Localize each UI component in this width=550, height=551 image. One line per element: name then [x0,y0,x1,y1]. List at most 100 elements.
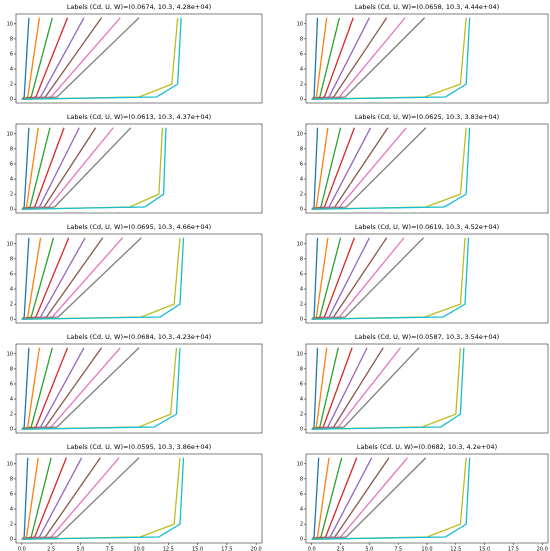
data-line [311,237,470,320]
data-line [311,127,319,210]
y-tick-label: 8 [10,256,13,262]
x-tick-label: 12.5 [450,547,461,551]
y-tick-label: 4 [300,507,303,513]
y-tick-label: 6 [300,491,303,497]
y-tick-label: 8 [10,146,13,152]
chart-title: Labels (Cd, U, W)=(0.0595, 10.3, 3.86e+0… [67,443,211,451]
y-tick-label: 8 [300,146,303,152]
y-tick-label: 2 [10,412,13,418]
y-tick-label: 8 [10,36,13,42]
y-tick-label: 10 [7,21,13,27]
data-line [21,237,124,320]
x-tick-label: 15.0 [192,547,203,551]
y-tick-label: 6 [300,381,303,387]
chart-title: Labels (Cd, U, W)=(0.0619, 10.3, 4.52e+0… [355,223,499,231]
y-tick-label: 8 [300,476,303,482]
data-line [311,457,320,540]
y-tick-label: 6 [10,491,13,497]
y-tick-label: 0 [10,537,13,543]
y-tick-label: 2 [10,302,13,308]
y-tick-label: 4 [300,67,303,73]
axes-frame [15,233,263,324]
axes-frame [15,123,263,214]
y-tick-label: 8 [300,36,303,42]
y-tick-label: 10 [297,241,303,247]
y-tick-label: 8 [10,476,13,482]
y-tick-label: 0 [10,317,13,323]
data-line [21,347,121,430]
data-line [21,17,121,100]
x-tick-label: 17.5 [221,547,232,551]
y-tick-label: 4 [10,397,13,403]
data-line [311,457,471,540]
x-tick-label: 7.5 [394,547,402,551]
chart-title: Labels (Cd, U, W)=(0.0587, 10.3, 3.54e+0… [355,333,499,341]
axes-frame [305,123,549,214]
y-tick-label: 10 [297,21,303,27]
axes-frame [15,13,263,104]
y-tick-label: 6 [300,51,303,57]
chart-title: Labels (Cd, U, W)=(0.0613, 10.3, 4.37e+0… [67,113,211,121]
chart-title: Labels (Cd, U, W)=(0.0658, 10.3, 4.44e+0… [355,3,499,11]
y-tick-label: 6 [10,271,13,277]
y-tick-label: 2 [300,192,303,198]
y-tick-label: 2 [10,192,13,198]
y-tick-label: 0 [300,97,303,103]
y-tick-label: 0 [10,427,13,433]
y-tick-label: 10 [7,461,13,467]
x-tick-label: 7.5 [106,547,114,551]
data-line [21,457,29,540]
y-tick-label: 0 [10,207,13,213]
y-tick-label: 2 [10,82,13,88]
axes-frame [305,13,549,104]
axes-frame [15,453,263,544]
x-tick-label: 10.0 [421,547,432,551]
x-tick-label: 20.0 [537,547,548,551]
chart-title: Labels (Cd, U, W)=(0.0682, 10.3, 4.2e+04… [357,443,497,451]
data-line [21,347,30,430]
y-tick-label: 2 [300,412,303,418]
data-line [21,347,178,430]
axes-frame [15,343,263,434]
y-tick-label: 6 [10,161,13,167]
y-tick-label: 10 [297,461,303,467]
y-tick-label: 10 [297,351,303,357]
y-tick-label: 2 [300,522,303,528]
data-line [311,237,319,320]
axes-frame [305,453,549,544]
chart-title: Labels (Cd, U, W)=(0.0695, 10.3, 4.66e+0… [67,223,211,231]
x-tick-label: 5.0 [76,547,84,551]
x-tick-label: 17.5 [508,547,519,551]
y-tick-label: 6 [10,51,13,57]
data-line [311,17,471,100]
y-tick-label: 2 [10,522,13,528]
y-tick-label: 8 [10,366,13,372]
x-tick-label: 20.0 [251,547,262,551]
y-tick-label: 6 [10,381,13,387]
y-tick-label: 6 [300,161,303,167]
data-line [21,237,185,320]
data-line [21,457,185,540]
data-line [311,347,420,430]
y-tick-label: 4 [10,67,13,73]
axes-frame [305,233,549,324]
data-line [21,127,114,210]
x-tick-label: 12.5 [163,547,174,551]
data-line [21,17,30,100]
x-tick-label: 2.5 [47,547,55,551]
data-line [311,17,467,100]
data-line [311,127,471,210]
y-tick-label: 4 [10,177,13,183]
data-line [311,17,319,100]
data-line [311,457,408,540]
data-line [21,457,140,540]
x-tick-label: 5.0 [365,547,373,551]
y-tick-label: 6 [300,271,303,277]
x-tick-label: 15.0 [479,547,490,551]
y-tick-label: 0 [300,207,303,213]
y-tick-label: 4 [10,507,13,513]
y-tick-label: 0 [300,317,303,323]
data-line [21,347,181,430]
y-tick-label: 4 [300,397,303,403]
